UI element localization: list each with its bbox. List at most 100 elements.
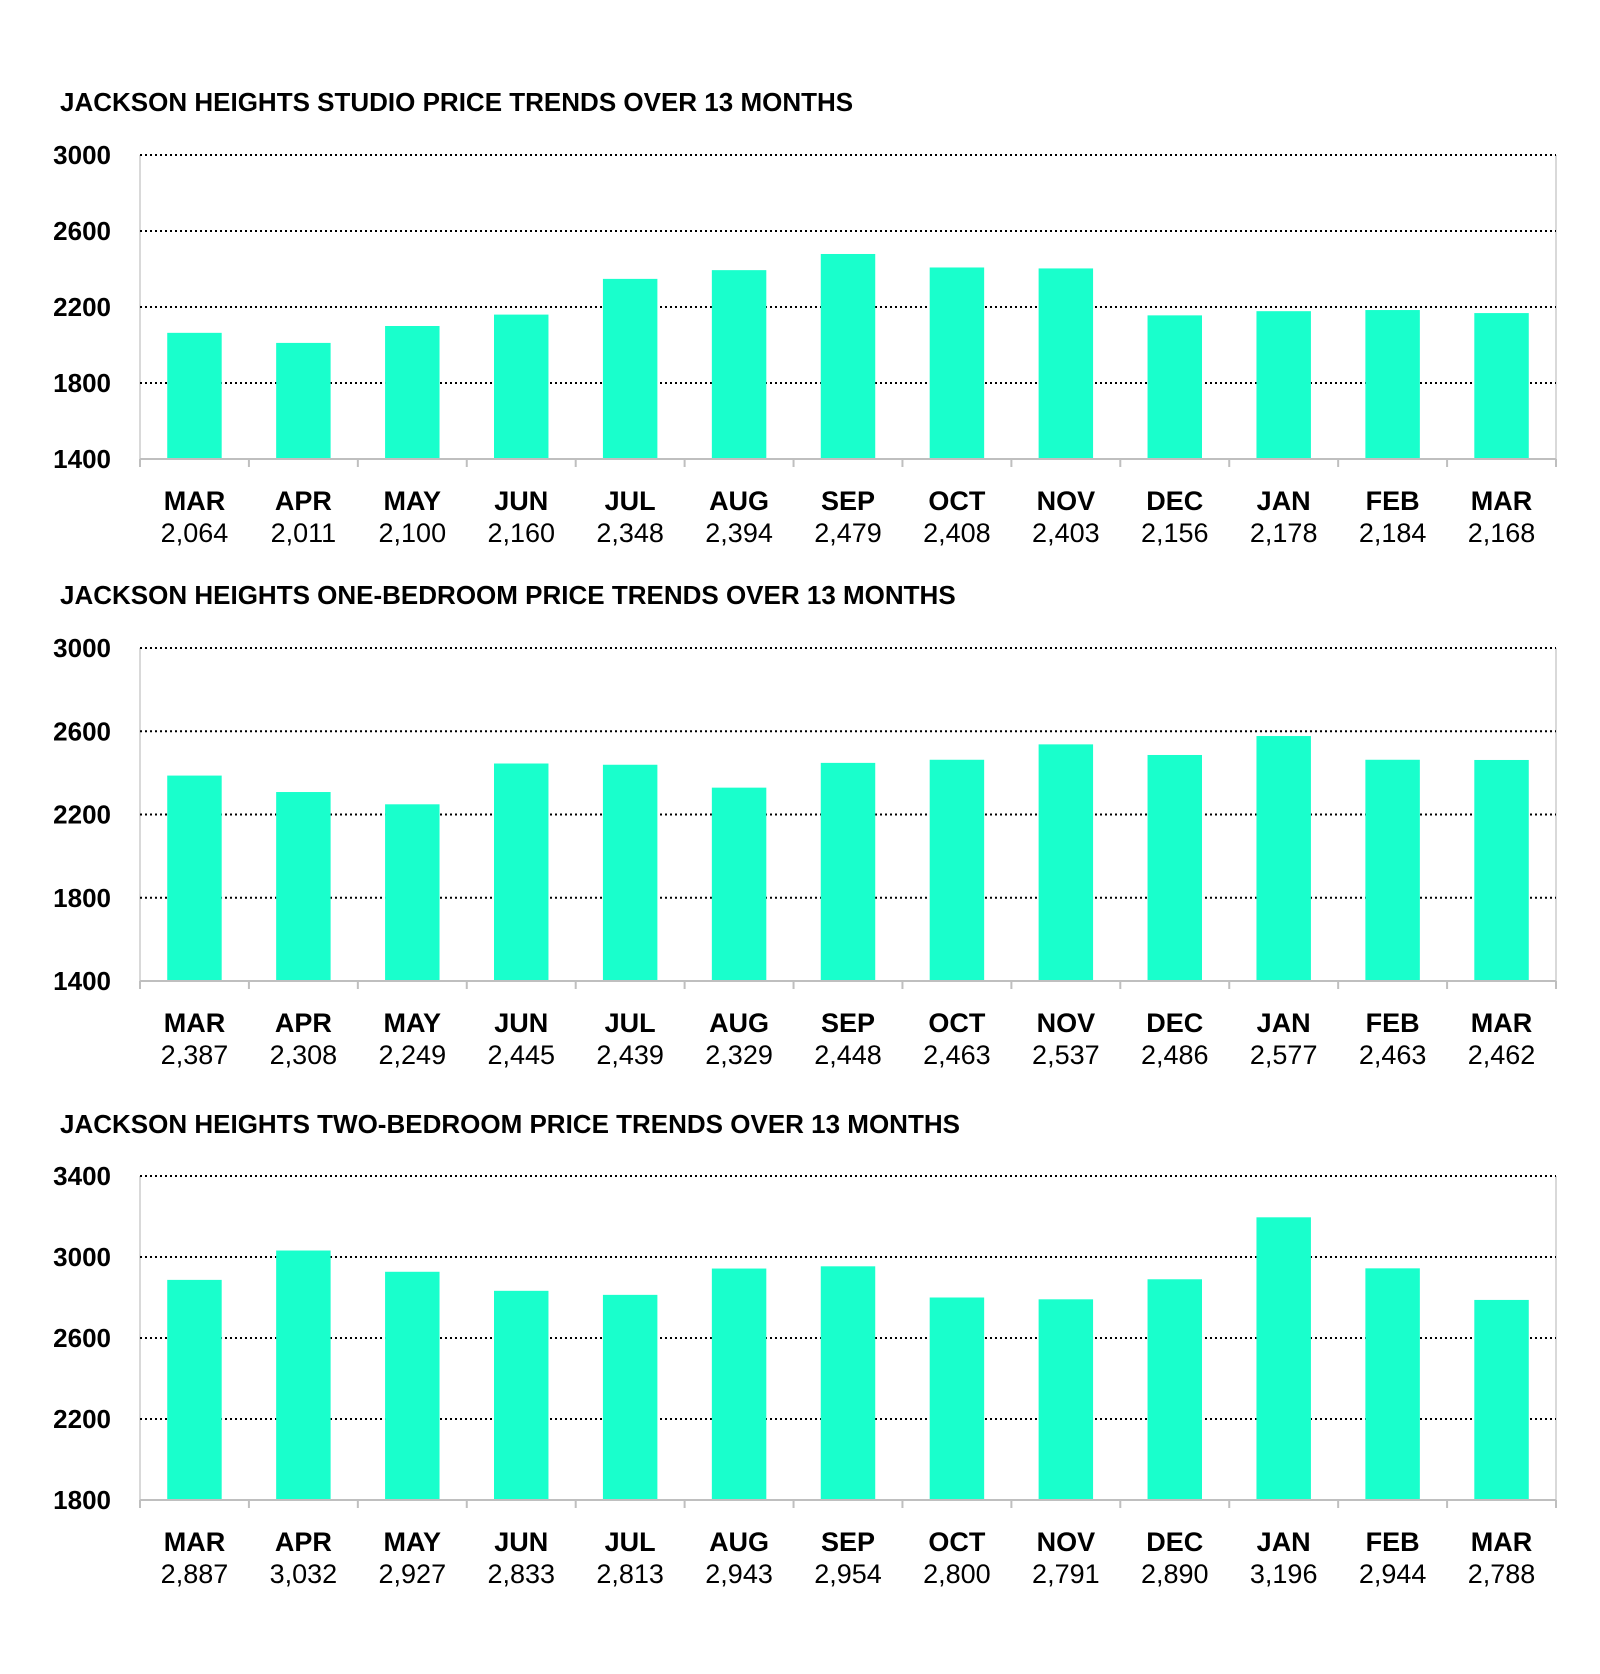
- x-category-label: OCT: [928, 1527, 986, 1557]
- y-tick-label: 2600: [53, 716, 111, 746]
- data-value-label: 2,408: [923, 518, 991, 548]
- data-value-label: 2,348: [596, 518, 664, 548]
- x-category-label: JUL: [605, 1527, 656, 1557]
- bar: [167, 1279, 222, 1500]
- data-value-label: 2,156: [1141, 518, 1209, 548]
- x-category-label: MAY: [384, 486, 442, 516]
- x-category-label: JUN: [494, 1527, 548, 1557]
- bar: [711, 270, 767, 459]
- x-category-label: JUN: [494, 1008, 548, 1038]
- data-value-label: 2,577: [1250, 1040, 1318, 1070]
- bar: [385, 326, 440, 459]
- x-category-label: OCT: [928, 1008, 986, 1038]
- bar: [602, 278, 658, 459]
- x-category-label: APR: [275, 486, 332, 516]
- x-category-label: DEC: [1146, 1527, 1203, 1557]
- chart-panel: JACKSON HEIGHTS STUDIO PRICE TRENDS OVER…: [53, 87, 1557, 548]
- data-value-label: 2,448: [814, 1040, 882, 1070]
- x-category-label: SEP: [821, 486, 875, 516]
- chart-panel: JACKSON HEIGHTS TWO-BEDROOM PRICE TRENDS…: [53, 1109, 1557, 1589]
- chart-panel: JACKSON HEIGHTS ONE-BEDROOM PRICE TRENDS…: [53, 580, 1557, 1070]
- data-value-label: 2,813: [596, 1559, 664, 1589]
- x-category-label: FEB: [1366, 1008, 1420, 1038]
- x-category-label: MAR: [1471, 486, 1533, 516]
- data-value-label: 2,394: [705, 518, 773, 548]
- bar: [1474, 1299, 1529, 1500]
- bar: [1038, 1299, 1094, 1500]
- x-category-label: AUG: [709, 1527, 769, 1557]
- bar: [494, 763, 549, 981]
- x-category-label: FEB: [1366, 1527, 1420, 1557]
- data-value-label: 2,064: [161, 518, 229, 548]
- y-tick-label: 2200: [53, 1404, 111, 1434]
- bar: [1038, 268, 1094, 459]
- bar: [820, 1266, 876, 1500]
- data-value-label: 2,011: [271, 518, 337, 548]
- bar: [1474, 759, 1529, 981]
- y-tick-label: 3400: [53, 1161, 111, 1191]
- bar: [494, 1290, 549, 1500]
- data-value-label: 2,887: [161, 1559, 229, 1589]
- x-category-label: JAN: [1257, 1008, 1311, 1038]
- y-tick-label: 1800: [53, 1485, 111, 1515]
- x-category-label: JUL: [605, 486, 656, 516]
- bar: [494, 314, 549, 459]
- data-value-label: 2,944: [1359, 1559, 1427, 1589]
- x-category-label: DEC: [1146, 486, 1203, 516]
- y-tick-label: 2200: [53, 800, 111, 830]
- chart-title: JACKSON HEIGHTS STUDIO PRICE TRENDS OVER…: [60, 87, 853, 117]
- data-value-label: 2,463: [1359, 1040, 1427, 1070]
- x-category-label: SEP: [821, 1527, 875, 1557]
- x-category-label: SEP: [821, 1008, 875, 1038]
- data-value-label: 2,537: [1032, 1040, 1100, 1070]
- data-value-label: 2,445: [487, 1040, 555, 1070]
- x-category-label: NOV: [1037, 486, 1096, 516]
- y-tick-label: 2200: [53, 292, 111, 322]
- bar: [1147, 1279, 1202, 1500]
- bar: [711, 1268, 767, 1500]
- data-value-label: 2,479: [814, 518, 882, 548]
- x-category-label: MAR: [164, 1008, 226, 1038]
- data-value-label: 2,439: [596, 1040, 664, 1070]
- y-tick-label: 3000: [53, 140, 111, 170]
- x-category-label: MAR: [164, 1527, 226, 1557]
- x-category-label: MAY: [384, 1008, 442, 1038]
- y-tick-label: 3000: [53, 1242, 111, 1272]
- bar: [385, 1271, 440, 1500]
- x-category-label: MAR: [164, 486, 226, 516]
- x-category-label: JAN: [1257, 486, 1311, 516]
- bar: [820, 253, 876, 459]
- bar: [711, 787, 767, 981]
- bar: [1474, 313, 1529, 459]
- data-value-label: 2,178: [1250, 518, 1318, 548]
- bar: [276, 792, 331, 981]
- x-category-label: APR: [275, 1008, 332, 1038]
- data-value-label: 2,249: [379, 1040, 447, 1070]
- data-value-label: 2,833: [487, 1559, 555, 1589]
- bar: [929, 267, 985, 459]
- y-tick-label: 1800: [53, 368, 111, 398]
- x-category-label: NOV: [1037, 1008, 1096, 1038]
- y-tick-label: 1400: [53, 444, 111, 474]
- bar: [1256, 1217, 1311, 1500]
- bar: [929, 1297, 985, 1500]
- x-category-label: APR: [275, 1527, 332, 1557]
- x-category-label: FEB: [1366, 486, 1420, 516]
- x-category-label: MAR: [1471, 1527, 1533, 1557]
- x-category-label: AUG: [709, 486, 769, 516]
- x-category-label: JAN: [1257, 1527, 1311, 1557]
- data-value-label: 2,329: [705, 1040, 773, 1070]
- bar: [385, 804, 440, 981]
- x-category-label: OCT: [928, 486, 986, 516]
- data-value-label: 2,927: [379, 1559, 447, 1589]
- bar: [1256, 311, 1311, 459]
- bar: [1365, 759, 1420, 981]
- bar: [602, 764, 658, 981]
- chart-title: JACKSON HEIGHTS ONE-BEDROOM PRICE TRENDS…: [60, 580, 956, 610]
- data-value-label: 2,788: [1468, 1559, 1536, 1589]
- bar: [276, 342, 331, 459]
- x-category-label: JUL: [605, 1008, 656, 1038]
- x-category-label: NOV: [1037, 1527, 1096, 1557]
- data-value-label: 2,168: [1468, 518, 1536, 548]
- data-value-label: 2,800: [923, 1559, 991, 1589]
